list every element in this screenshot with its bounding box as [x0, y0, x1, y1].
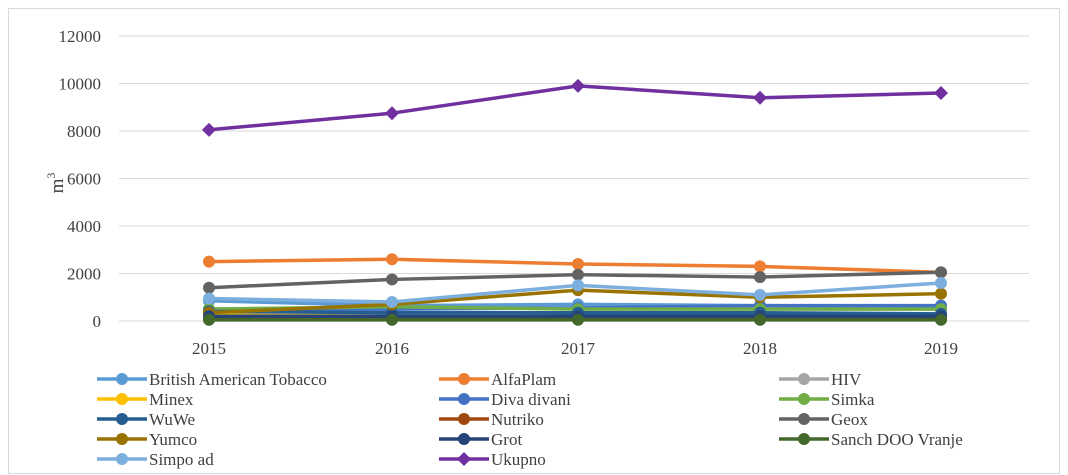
line-chart: 0 2000 4000 6000 8000 10000 12000 2015 2016 2017… — [44, 27, 1029, 469]
chart-frame: 0 2000 4000 6000 8000 10000 12000 2015 2016 2017… — [8, 8, 1060, 474]
point-1-2018 — [754, 260, 766, 273]
legend-label-2: HIV — [831, 370, 862, 389]
legend-item-9: Yumco — [97, 430, 197, 449]
point-8-2015 — [203, 281, 215, 294]
point-11-2018 — [754, 313, 766, 326]
legend-label-12: Simpo ad — [149, 450, 214, 469]
x-tick-label-2017: 2017 — [561, 339, 596, 358]
legend-marker-4 — [458, 393, 470, 405]
y-tick-label-2000: 2000 — [67, 265, 101, 284]
point-1-2017 — [572, 258, 584, 270]
legend: British American Tobacco AlfaPlam HIV Minex… — [97, 370, 963, 469]
legend-marker-3 — [116, 393, 128, 405]
point-1-2015 — [203, 255, 215, 268]
legend-marker-5 — [798, 393, 810, 405]
legend-item-3: Minex — [97, 390, 194, 409]
legend-marker-10 — [458, 433, 470, 445]
y-tick-label-10000: 10000 — [59, 75, 102, 94]
y-axis-label: m3 — [44, 173, 68, 194]
point-13-2015 — [202, 122, 216, 137]
x-tick-label-2018: 2018 — [743, 339, 777, 358]
point-12-2016 — [386, 296, 398, 308]
legend-marker-13 — [457, 452, 471, 466]
legend-label-5: Simka — [831, 390, 875, 409]
legend-label-7: Nutriko — [491, 410, 544, 429]
point-12-2017 — [572, 279, 584, 292]
series-8 — [203, 266, 947, 294]
point-11-2016 — [386, 313, 398, 326]
point-13-2018 — [753, 90, 767, 105]
legend-marker-9 — [116, 433, 128, 445]
legend-item-4: Diva divani — [439, 390, 571, 409]
legend-label-1: AlfaPlam — [491, 370, 556, 389]
legend-marker-11 — [798, 433, 810, 445]
legend-label-10: Grot — [491, 430, 522, 449]
point-11-2017 — [572, 313, 584, 326]
point-8-2019 — [935, 266, 947, 279]
legend-label-8: Geox — [831, 410, 868, 429]
series-1 — [203, 253, 947, 279]
legend-marker-8 — [798, 413, 810, 425]
legend-item-8: Geox — [779, 410, 868, 429]
point-12-2018 — [754, 288, 766, 301]
legend-item-11: Sanch DOO Vranje — [779, 430, 963, 449]
series-13 — [202, 78, 948, 137]
point-13-2016 — [385, 106, 399, 121]
legend-marker-7 — [458, 413, 470, 425]
legend-item-1: AlfaPlam — [439, 370, 556, 389]
legend-label-3: Minex — [149, 390, 194, 409]
series-line-13 — [208, 84, 942, 132]
x-axis-ticks: 2015 2016 2017 2018 2019 — [192, 339, 958, 358]
legend-marker-2 — [798, 373, 810, 385]
y-tick-label-4000: 4000 — [67, 217, 101, 236]
point-8-2017 — [572, 268, 584, 281]
legend-item-2: HIV — [779, 370, 862, 389]
x-tick-label-2019: 2019 — [924, 339, 958, 358]
legend-label-0: British American Tobacco — [149, 370, 327, 389]
legend-item-0: British American Tobacco — [97, 370, 327, 389]
point-8-2016 — [386, 273, 398, 286]
legend-marker-6 — [116, 413, 128, 425]
legend-item-12: Simpo ad — [97, 450, 214, 469]
point-12-2015 — [203, 292, 215, 305]
legend-item-5: Simka — [779, 390, 875, 409]
legend-label-6: WuWe — [149, 410, 195, 429]
legend-item-6: WuWe — [97, 410, 195, 429]
x-tick-label-2016: 2016 — [375, 339, 409, 358]
legend-item-10: Grot — [439, 430, 522, 449]
point-11-2019 — [935, 313, 947, 326]
series-12 — [203, 277, 947, 308]
y-axis-ticks: 0 2000 4000 6000 8000 10000 12000 — [59, 27, 102, 331]
legend-item-7: Nutriko — [439, 410, 544, 429]
legend-label-4: Diva divani — [491, 390, 571, 409]
point-9-2019 — [935, 287, 947, 300]
legend-item-13: Ukupno — [439, 450, 546, 469]
y-tick-label-12000: 12000 — [59, 27, 102, 46]
legend-marker-1 — [458, 373, 470, 385]
legend-label-13: Ukupno — [491, 450, 546, 469]
legend-marker-0 — [116, 373, 128, 385]
legend-marker-12 — [116, 453, 128, 465]
point-8-2018 — [754, 271, 766, 284]
point-12-2019 — [935, 277, 947, 289]
y-tick-label-6000: 6000 — [67, 170, 101, 189]
legend-label-11: Sanch DOO Vranje — [831, 430, 963, 449]
point-13-2017 — [571, 78, 585, 93]
x-tick-label-2015: 2015 — [192, 339, 226, 358]
point-1-2016 — [386, 253, 398, 266]
y-tick-label-8000: 8000 — [67, 122, 101, 141]
legend-label-9: Yumco — [149, 430, 197, 449]
point-11-2015 — [203, 313, 215, 326]
series-lines — [202, 78, 948, 326]
y-tick-label-0: 0 — [93, 312, 102, 331]
series-11 — [203, 313, 947, 326]
point-13-2019 — [934, 86, 948, 100]
